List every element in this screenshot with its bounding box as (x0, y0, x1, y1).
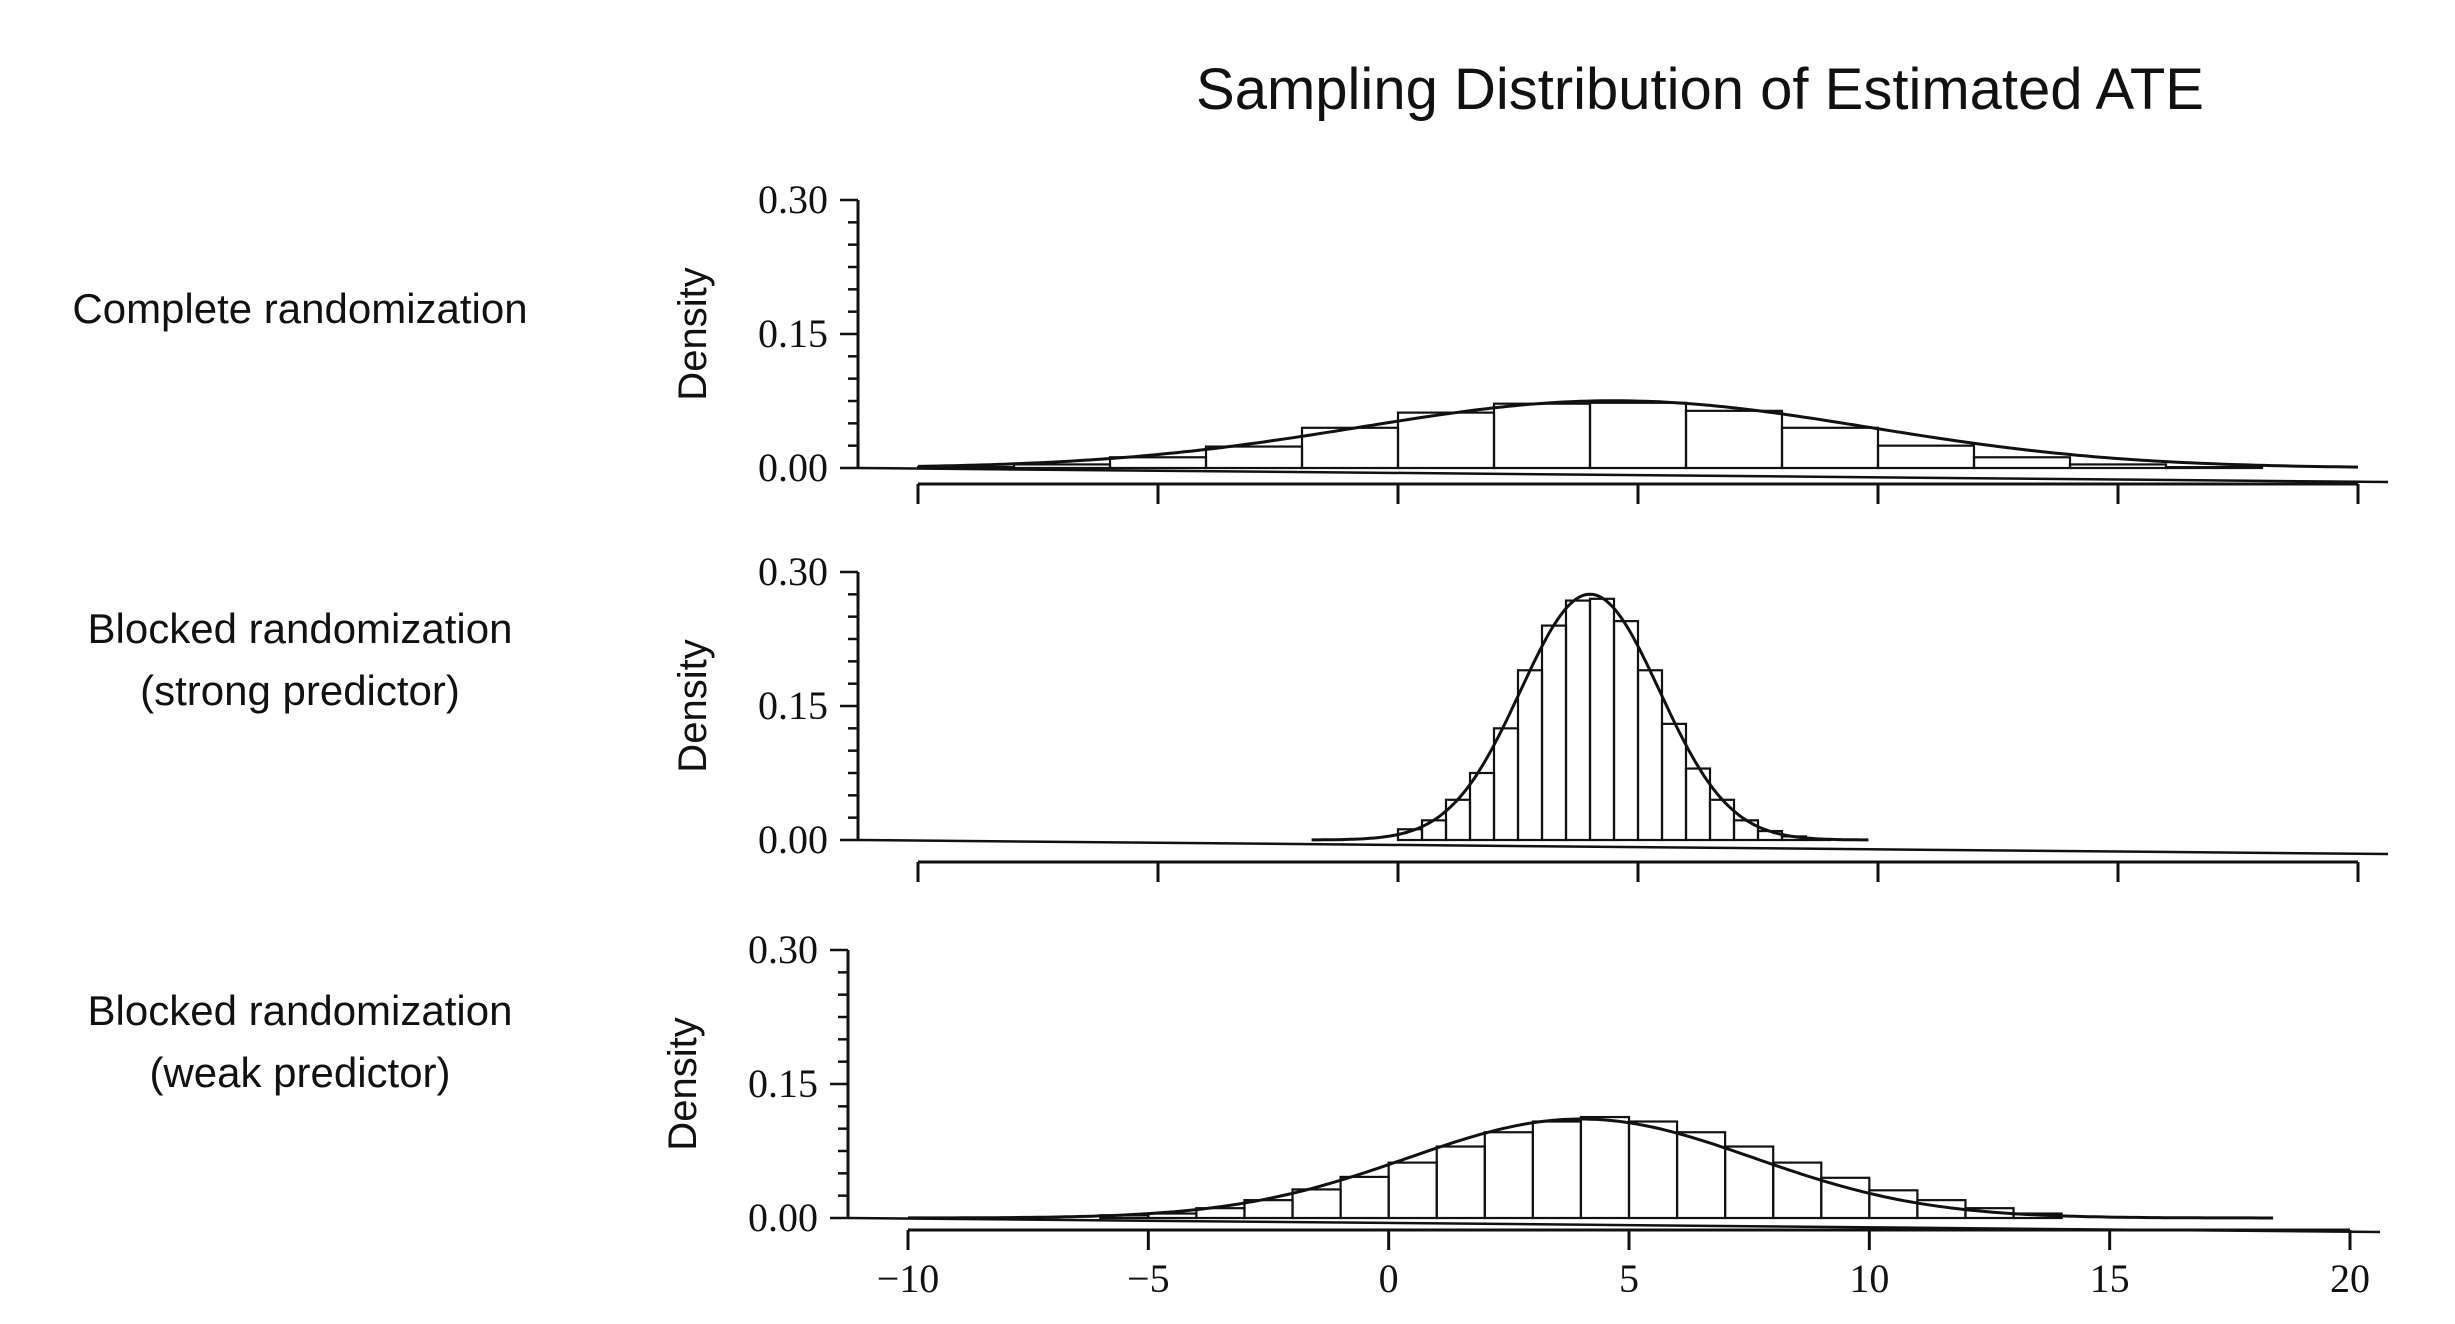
histogram-bar (1012, 463, 1112, 470)
histogram-bar (1387, 1161, 1438, 1220)
histogram-bar (2164, 466, 2264, 470)
y-axis-label: Density (661, 1017, 705, 1150)
row-label-line: Blocked randomization (87, 987, 513, 1034)
row-label-line: Complete randomization (72, 285, 528, 332)
row-label-line: Blocked randomization (87, 605, 513, 652)
histogram-bar (1435, 1145, 1486, 1220)
density-curve (908, 1117, 2274, 1220)
histogram-bar (1772, 1161, 1823, 1220)
histogram-bar (1204, 445, 1304, 470)
y-tick-label: 0.30 (758, 549, 828, 594)
histogram-bar (1540, 624, 1568, 842)
histogram-bar (1531, 1120, 1583, 1220)
y-axis-label: Density (671, 639, 715, 772)
histogram-bar (1396, 411, 1496, 470)
histogram-bar (1468, 771, 1496, 842)
histogram-bar (1684, 409, 1784, 470)
x-tick-label: 0 (1379, 1256, 1399, 1301)
y-axis-label: Density (671, 267, 715, 400)
row-label-line: (weak predictor) (149, 1049, 451, 1096)
y-tick-label: 0.00 (758, 817, 828, 862)
histogram-bar (1612, 620, 1640, 842)
histogram-bar (1579, 1115, 1631, 1220)
histogram-bar (1876, 444, 1976, 470)
histogram-bar (1588, 401, 1688, 470)
y-tick-label: 0.00 (748, 1195, 818, 1240)
histogram-bar (1291, 1188, 1342, 1220)
histogram-bar (1492, 727, 1520, 842)
histogram-bar (1780, 426, 1880, 470)
histogram-bar (1627, 1120, 1679, 1220)
chart-title: Sampling Distribution of Estimated ATE (1196, 57, 2204, 122)
y-tick-label: 0.00 (758, 445, 828, 490)
row-label-line: (strong predictor) (140, 667, 460, 714)
density-curve (1311, 592, 1869, 842)
histogram-bar (1339, 1175, 1390, 1220)
baseline (857, 466, 2389, 484)
density-curve (917, 399, 2359, 469)
x-tick-label: 20 (2330, 1256, 2370, 1301)
x-tick-label: −10 (877, 1256, 940, 1301)
histogram-bar (1516, 669, 1544, 842)
x-tick-label: 10 (1849, 1256, 1889, 1301)
histogram-bar (2068, 463, 2168, 470)
histogram-bar (1588, 597, 1616, 842)
x-tick-label: 15 (2090, 1256, 2130, 1301)
baseline (857, 838, 2389, 856)
y-tick-label: 0.15 (758, 311, 828, 356)
histogram-bar (1972, 456, 2072, 470)
y-tick-label: 0.15 (748, 1061, 818, 1106)
x-tick-label: 5 (1619, 1256, 1639, 1301)
row-label-blocked-strong: Blocked randomization (strong predictor) (0, 598, 600, 722)
histogram-bar (1483, 1131, 1534, 1220)
y-tick-label: 0.30 (758, 177, 828, 222)
x-tick-label: −5 (1127, 1256, 1170, 1301)
y-tick-label: 0.15 (758, 683, 828, 728)
y-tick-label: 0.30 (748, 927, 818, 972)
row-label-blocked-weak: Blocked randomization (weak predictor) (0, 980, 600, 1104)
histogram-bar (1636, 669, 1664, 842)
histogram-bar (1492, 402, 1592, 470)
row-label-complete: Complete randomization (0, 278, 600, 340)
histogram-bar (1564, 599, 1592, 842)
